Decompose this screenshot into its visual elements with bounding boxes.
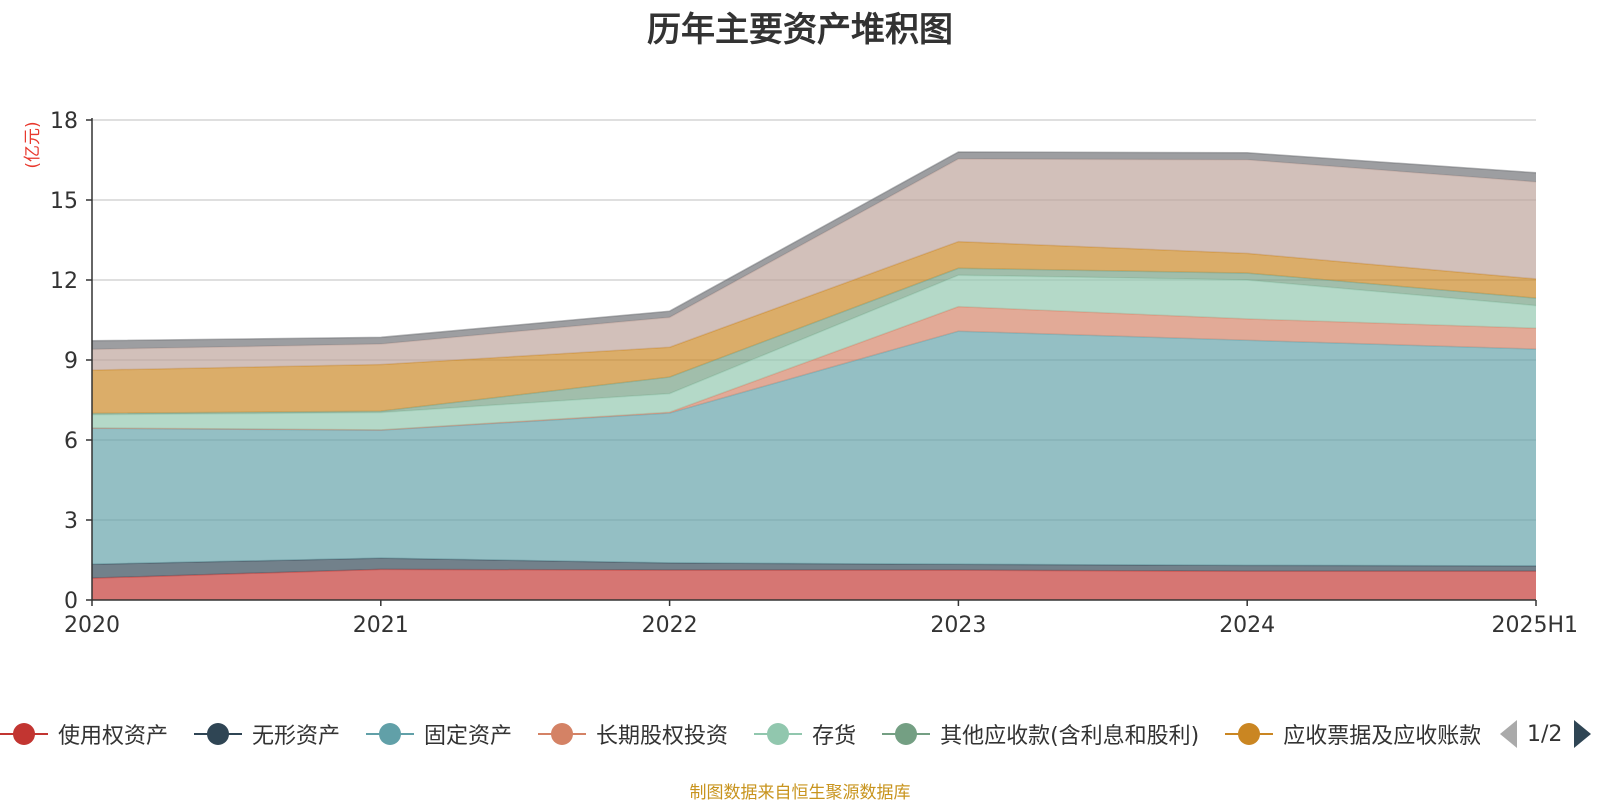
y-tick-label: 0 xyxy=(64,589,78,614)
legend-marker-icon xyxy=(538,722,587,746)
series-area-7[interactable] xyxy=(92,241,1536,414)
legend-marker-icon xyxy=(366,722,415,746)
legend-marker-icon xyxy=(882,722,931,746)
series-area-4[interactable] xyxy=(92,306,1536,431)
x-tick-label: 2021 xyxy=(353,613,409,638)
area-layer xyxy=(91,151,1537,600)
y-tick-label: 12 xyxy=(50,269,78,294)
legend-item[interactable]: 长期股权投资 xyxy=(538,718,728,750)
legend-label: 使用权资产 xyxy=(58,724,169,749)
y-tick-label: 9 xyxy=(64,349,78,374)
legend-item[interactable]: 使用权资产 xyxy=(0,718,168,750)
legend-label: 存货 xyxy=(812,724,857,749)
legend-marker-icon xyxy=(194,722,243,746)
legend: 使用权资产 无形资产 固定资产 长期股权投资 存货 其他应收款(含利息和股利) 应收票据及应… xyxy=(0,718,1480,750)
legend-label: 无形资产 xyxy=(252,724,341,749)
y-tick-label: 6 xyxy=(64,429,78,454)
series-area-8[interactable] xyxy=(92,158,1536,371)
series-area-5[interactable] xyxy=(92,275,1536,430)
x-tick-label: 2025H1 xyxy=(1491,613,1578,638)
legend-marker-icon xyxy=(1225,722,1274,746)
legend-prev-icon[interactable] xyxy=(1500,720,1517,748)
x-tick-label: 2024 xyxy=(1219,613,1275,638)
legend-item[interactable]: 无形资产 xyxy=(194,718,340,750)
legend-item[interactable]: 存货 xyxy=(754,718,856,750)
legend-item[interactable]: 其他应收款(含利息和股利) xyxy=(882,718,1199,750)
legend-marker-icon xyxy=(754,722,803,746)
series-area-1[interactable] xyxy=(92,569,1536,600)
chart-title: 历年主要资产堆积图 xyxy=(647,10,953,50)
legend-label: 应收票据及应收账款 xyxy=(1283,724,1480,749)
legend-item[interactable]: 应收票据及应收账款 xyxy=(1225,718,1480,750)
legend-label: 其他应收款(含利息和股利) xyxy=(940,724,1200,749)
x-tick-label: 2022 xyxy=(642,613,698,638)
series-area-3[interactable] xyxy=(92,331,1536,566)
axis-layer: 0 3 6 9 12 15 18 2020 2021 2022 2023 2024 2025H1 xyxy=(50,109,1578,638)
x-tick-label: 2020 xyxy=(64,613,120,638)
legend-marker-icon xyxy=(0,722,48,746)
legend-page-indicator: 1/2 xyxy=(1527,721,1563,747)
series-line-9 xyxy=(91,151,1537,342)
legend-label: 固定资产 xyxy=(424,724,513,749)
legend-label: 长期股权投资 xyxy=(596,724,729,749)
y-tick-label: 3 xyxy=(64,509,78,534)
series-area-2[interactable] xyxy=(92,558,1536,579)
y-tick-label: 15 xyxy=(50,189,78,214)
legend-pager: 1/2 xyxy=(1500,718,1600,750)
x-tick-label: 2023 xyxy=(930,613,986,638)
source-note: 制图数据来自恒生聚源数据库 xyxy=(689,783,911,803)
y-tick-label: 18 xyxy=(50,109,78,134)
y-axis-unit-label: (亿元) xyxy=(23,121,43,168)
legend-item[interactable]: 固定资产 xyxy=(366,718,512,750)
legend-next-icon[interactable] xyxy=(1574,720,1592,748)
